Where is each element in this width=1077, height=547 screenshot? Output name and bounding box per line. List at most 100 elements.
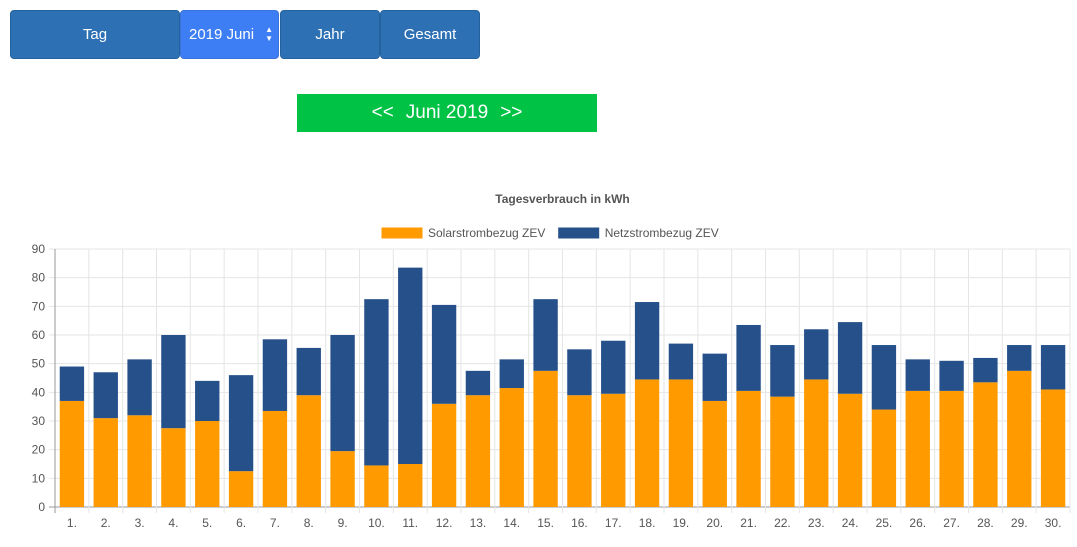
bar-grid-23 [804, 329, 829, 380]
x-tick-label: 2. [101, 516, 111, 530]
x-tick-label: 30. [1045, 516, 1062, 530]
x-tick-label: 23. [808, 516, 825, 530]
x-tick-label: 11. [402, 516, 418, 530]
x-tick-label: 13. [470, 516, 487, 530]
bar-grid-9 [330, 335, 355, 452]
x-tick-label: 16. [571, 516, 588, 530]
x-tick-label: 4. [168, 516, 178, 530]
chart-title: Tagesverbrauch in kWh [495, 192, 629, 206]
bar-solar-28 [973, 382, 998, 507]
month-select[interactable]: 2019 Juni ▲ ▼ [180, 10, 279, 59]
y-tick-label: 10 [32, 471, 46, 485]
bar-solar-17 [601, 393, 626, 507]
y-tick-label: 0 [38, 500, 45, 514]
x-tick-label: 18. [639, 516, 656, 530]
x-tick-label: 20. [706, 516, 723, 530]
bar-solar-14 [499, 388, 524, 507]
bar-grid-5 [195, 380, 220, 421]
next-month-button[interactable]: >> [500, 102, 523, 123]
bar-solar-26 [905, 390, 930, 507]
bar-solar-9 [330, 451, 355, 507]
bar-solar-3 [127, 415, 152, 507]
bar-solar-19 [668, 379, 694, 507]
x-tick-label: 5. [202, 516, 212, 530]
bar-grid-1 [59, 366, 85, 401]
bar-grid-19 [668, 343, 694, 380]
x-tick-label: 27. [943, 516, 960, 530]
bar-solar-30 [1040, 389, 1066, 507]
x-tick-label: 19. [673, 516, 690, 530]
x-tick-label: 22. [774, 516, 791, 530]
bar-grid-10 [364, 299, 389, 466]
bar-solar-21 [736, 390, 761, 507]
x-tick-label: 6. [236, 516, 246, 530]
bar-solar-24 [837, 393, 863, 507]
x-tick-label: 12. [436, 516, 453, 530]
bar-grid-15 [533, 299, 558, 371]
day-button[interactable]: Tag [10, 10, 180, 59]
x-tick-label: 8. [304, 516, 314, 530]
bar-solar-29 [1007, 370, 1032, 507]
bar-grid-6 [228, 375, 254, 472]
bar-grid-3 [127, 359, 152, 416]
bar-grid-25 [871, 345, 897, 410]
x-tick-label: 29. [1011, 516, 1028, 530]
x-tick-label: 3. [135, 516, 145, 530]
x-tick-label: 10. [368, 516, 385, 530]
total-button[interactable]: Gesamt [380, 10, 480, 59]
bar-solar-6 [228, 471, 254, 507]
y-tick-label: 20 [32, 443, 46, 457]
x-tick-label: 1. [67, 516, 77, 530]
bar-solar-18 [634, 379, 660, 507]
bar-grid-22 [770, 345, 795, 397]
bar-grid-8 [296, 347, 321, 396]
bar-grid-13 [465, 370, 491, 396]
bar-solar-8 [296, 395, 321, 507]
legend-label-1: Solarstrombezug ZEV [428, 226, 545, 240]
bar-solar-22 [770, 396, 795, 507]
bar-grid-18 [634, 302, 660, 380]
current-month-title: Juni 2019 [405, 102, 489, 123]
daily-consumption-chart: Tagesverbrauch in kWh Solarstrombezug ZEV… [32, 192, 1071, 530]
x-tick-label: 28. [977, 516, 994, 530]
legend-swatch-2 [557, 226, 601, 240]
bar-solar-25 [871, 409, 897, 507]
bar-grid-26 [905, 359, 930, 391]
bar-grid-20 [702, 353, 727, 401]
bar-solar-1 [59, 400, 85, 507]
updown-arrows-icon: ▲ ▼ [265, 25, 273, 43]
y-tick-label: 50 [32, 357, 46, 371]
y-tick-label: 30 [32, 414, 46, 428]
bar-grid-14 [499, 359, 524, 389]
x-tick-label: 26. [909, 516, 926, 530]
bar-solar-12 [431, 403, 457, 507]
y-tick-label: 90 [32, 242, 46, 256]
year-button[interactable]: Jahr [280, 10, 380, 59]
month-select-value: 2019 Juni [189, 26, 255, 43]
bar-grid-17 [601, 340, 626, 394]
bar-solar-11 [398, 464, 423, 507]
x-tick-label: 24. [842, 516, 859, 530]
bar-grid-28 [973, 357, 998, 383]
bar-grid-11 [398, 267, 423, 464]
prev-month-button[interactable]: << [371, 102, 394, 123]
legend-label-2: Netzstrombezug ZEV [605, 226, 719, 240]
bar-solar-7 [262, 410, 288, 507]
bar-solar-20 [702, 400, 727, 507]
bar-solar-27 [939, 390, 964, 507]
y-tick-label: 70 [32, 299, 46, 313]
x-tick-label: 9. [338, 516, 348, 530]
bar-solar-16 [567, 395, 592, 507]
bar-grid-29 [1007, 345, 1032, 371]
bar-grid-30 [1040, 345, 1066, 390]
bar-grid-21 [736, 324, 761, 391]
x-tick-label: 14. [503, 516, 520, 530]
x-tick-label: 25. [876, 516, 893, 530]
x-tick-label: 17. [605, 516, 622, 530]
month-navigation: << Juni 2019 >> [297, 94, 597, 132]
bar-solar-4 [161, 428, 186, 507]
y-tick-label: 80 [32, 271, 46, 285]
bar-solar-13 [465, 395, 491, 507]
bar-solar-5 [195, 421, 220, 507]
bar-solar-23 [804, 379, 829, 507]
